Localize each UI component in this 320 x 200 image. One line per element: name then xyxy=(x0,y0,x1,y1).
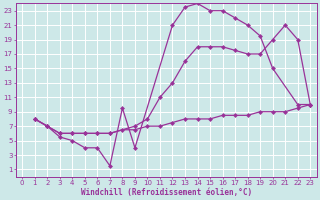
X-axis label: Windchill (Refroidissement éolien,°C): Windchill (Refroidissement éolien,°C) xyxy=(81,188,252,197)
